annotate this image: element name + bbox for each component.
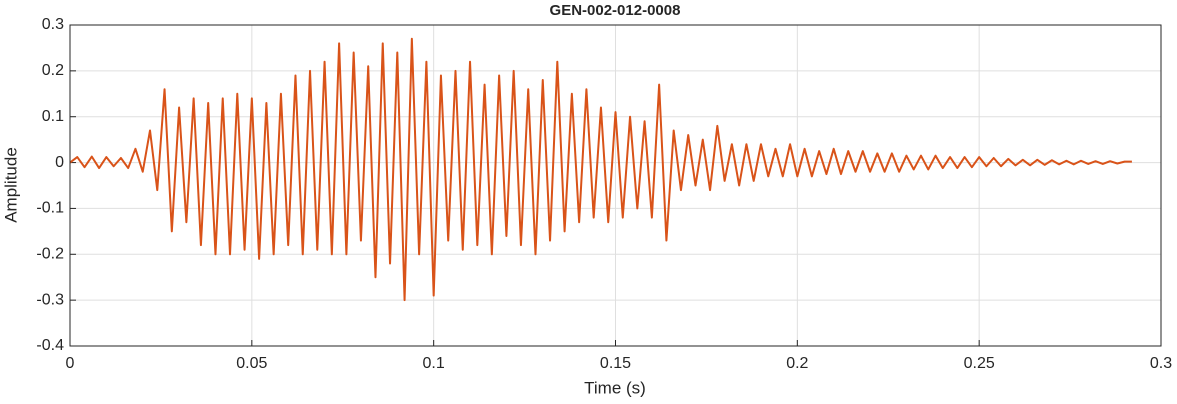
y-tick-label: 0.2	[42, 62, 64, 79]
x-tick-label: 0.3	[1150, 355, 1172, 372]
chart-title: GEN-002-012-0008	[550, 2, 681, 19]
x-axis-label: Time (s)	[584, 378, 646, 397]
x-tick-label: 0.25	[964, 355, 995, 372]
y-tick-label: 0	[55, 154, 64, 171]
y-tick-label: 0.3	[42, 16, 64, 33]
x-tick-label: 0.1	[423, 355, 445, 372]
x-tick-label: 0.15	[600, 355, 631, 372]
y-tick-label: 0.1	[42, 108, 64, 125]
plot-frame	[69, 24, 1162, 347]
x-tick-label: 0	[66, 355, 75, 372]
x-tick-label: 0.2	[786, 355, 808, 372]
y-tick-label: -0.4	[36, 337, 64, 354]
y-tick-label: -0.1	[36, 200, 64, 217]
y-tick-label: -0.2	[36, 246, 64, 263]
y-tick-label: -0.3	[36, 291, 64, 308]
y-axis-label: Amplitude	[1, 147, 20, 223]
waveform-line	[69, 37, 1132, 302]
x-tick-label: 0.05	[236, 355, 267, 372]
